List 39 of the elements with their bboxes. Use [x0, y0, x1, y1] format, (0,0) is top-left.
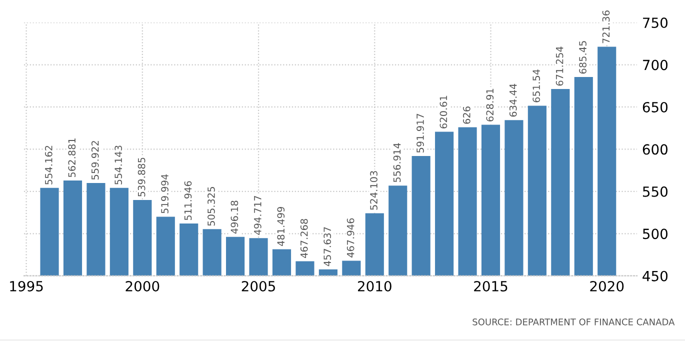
- x-tick-label: 1995: [10, 280, 43, 292]
- x-tick-label: 2000: [126, 280, 160, 292]
- data-label: 634.44: [509, 84, 517, 117]
- data-label: 651.54: [532, 69, 540, 102]
- data-label: 562.881: [68, 138, 76, 178]
- x-tick-label: 2020: [590, 280, 624, 292]
- data-label: 467.268: [300, 218, 308, 258]
- data-label: 559.922: [91, 141, 99, 180]
- y-tick-label: 650: [642, 102, 668, 112]
- data-label: 505.325: [208, 187, 215, 226]
- source-note: SOURCE: DEPARTMENT OF FINANCE CANADA: [472, 318, 675, 326]
- y-tick-label: 500: [642, 228, 668, 240]
- data-label: 539.885: [138, 158, 146, 196]
- y-tick-label: 450: [642, 270, 668, 282]
- data-label: 467.946: [346, 218, 354, 258]
- y-tick-label: 550: [642, 186, 668, 197]
- y-tick-label: 600: [642, 144, 668, 155]
- data-label: 626: [462, 106, 470, 124]
- data-label: 457.637: [324, 227, 332, 266]
- data-label: 591.917: [416, 114, 424, 153]
- x-tick-label: 2005: [242, 280, 275, 292]
- data-label: 554.143: [114, 146, 122, 184]
- data-label: 519.994: [161, 174, 168, 214]
- data-label: 554.162: [44, 146, 52, 184]
- x-tick-label: 2010: [358, 280, 392, 292]
- data-label: 671.254: [556, 46, 564, 86]
- data-label: 685.45: [579, 41, 586, 74]
- data-label: 496.18: [230, 200, 238, 234]
- y-tick-label: 700: [643, 60, 668, 70]
- data-label: 481.499: [277, 206, 285, 246]
- data-label: 511.946: [184, 181, 192, 220]
- y-tick-label: 750: [643, 18, 668, 28]
- data-label: 721.36: [602, 10, 610, 44]
- data-label: 628.91: [486, 88, 494, 122]
- data-label: 494.717: [254, 196, 262, 235]
- data-label: 524.103: [370, 171, 378, 210]
- x-tick-label: 2015: [474, 280, 508, 292]
- data-label: 556.914: [393, 143, 401, 182]
- data-label: 620.61: [440, 96, 448, 128]
